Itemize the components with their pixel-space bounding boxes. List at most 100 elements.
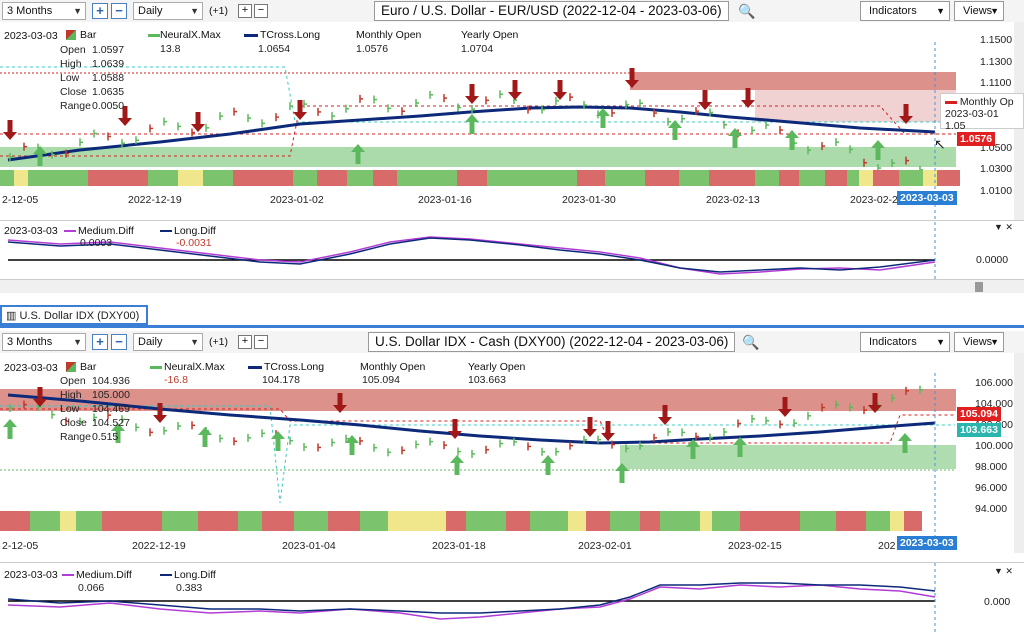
top-chart-title[interactable]: Euro / U.S. Dollar - EUR/USD (2022-12-04… [374, 1, 729, 21]
sell-arrow-icon [658, 417, 672, 425]
top-y-tick: 1.1500 [980, 34, 1013, 46]
status-strip-cell [360, 511, 388, 531]
top-add-button[interactable]: + [238, 4, 252, 18]
bottom-vertical-scrollbar[interactable] [1014, 353, 1024, 553]
status-strip-cell [178, 170, 203, 186]
top-legend-tcross: TCross.Long [260, 29, 321, 41]
chevron-down-icon: ▼ [990, 6, 999, 16]
status-strip-cell [317, 170, 347, 186]
top-y-tick: 1.0300 [980, 163, 1013, 175]
bottom-x-tick: 202 [878, 540, 896, 552]
bottom-y-tick: 98.000 [975, 461, 1008, 473]
sell-arrow-icon [868, 405, 882, 413]
buy-arrow-icon [111, 423, 125, 431]
status-strip-cell [586, 511, 610, 531]
status-strip-cell [836, 511, 866, 531]
bottom-tab-bar [0, 325, 1024, 328]
close-icon[interactable]: ▼ ✕ [994, 566, 1013, 576]
top-zoom-in-button[interactable]: + [92, 3, 108, 19]
top-views-button[interactable]: Views ▼ [954, 1, 1004, 21]
bottom-interval-select[interactable]: Daily ▼ [133, 333, 203, 351]
status-strip-cell [899, 170, 923, 186]
sell-arrow-icon [7, 120, 13, 132]
bottom-sub-long: Long.Diff [174, 569, 216, 581]
top-zoom-out-button[interactable]: − [111, 3, 127, 19]
top-interval-select[interactable]: Daily ▼ [133, 2, 203, 20]
sell-arrow-icon [37, 387, 43, 399]
bottom-chart-title[interactable]: U.S. Dollar IDX - Cash (DXY00) (2022-12-… [368, 332, 736, 352]
status-strip-cell [568, 511, 586, 531]
bottom-sub-long-value: 0.383 [176, 582, 203, 594]
bottom-zoom-out-button[interactable]: − [111, 334, 127, 350]
bottom-ohlc-row: Close 104.527 [60, 416, 130, 430]
status-strip-cell [645, 170, 679, 186]
sell-arrow-icon [337, 393, 343, 405]
buy-arrow-icon [871, 140, 885, 148]
bottom-x-tick: 2023-02-15 [728, 540, 782, 552]
top-h-scrollbar[interactable] [0, 279, 1024, 293]
bottom-diff-chart [7, 563, 936, 634]
top-legend-monthly: Monthly Open [356, 29, 422, 41]
bottom-price-chart[interactable] [0, 353, 960, 553]
search-icon[interactable]: 🔍 [738, 3, 756, 19]
sell-arrow-icon [903, 104, 909, 116]
buy-arrow-icon [115, 431, 121, 443]
bottom-legend-neural: NeuralX.Max [164, 361, 225, 373]
bottom-zoom-in-button[interactable]: + [92, 334, 108, 350]
status-strip-cell [14, 170, 28, 186]
bottom-y-tick: 100.000 [975, 440, 1013, 452]
sell-arrow-icon [587, 417, 593, 429]
status-strip-cell [238, 511, 262, 531]
status-strip-cell [530, 511, 568, 531]
status-strip-cell [28, 170, 88, 186]
status-strip-cell [679, 170, 709, 186]
status-strip-cell [937, 170, 960, 186]
status-strip-cell [293, 170, 317, 186]
status-strip-cell [76, 511, 102, 531]
medium-legend-icon [64, 230, 76, 232]
top-tcross-value: 1.0654 [258, 43, 291, 55]
top-period-select[interactable]: 3 Months ▼ [2, 2, 86, 20]
bottom-sub-divider [0, 562, 1024, 563]
bottom-indicators-button[interactable]: Indicators ▼ [860, 332, 950, 352]
status-strip-cell [640, 511, 660, 531]
status-strip-cell [397, 170, 457, 186]
top-remove-button[interactable]: − [254, 4, 268, 18]
close-icon[interactable]: ▼ ✕ [994, 222, 1013, 232]
bottom-sub-date: 2023-03-03 [4, 569, 58, 581]
sell-arrow-icon [33, 399, 47, 407]
bottom-tab[interactable]: ▥ U.S. Dollar IDX (DXY00) [0, 305, 148, 325]
bottom-sub-y-tick: 0.000 [984, 596, 1011, 608]
top-interval-label: Daily [138, 5, 163, 17]
bottom-tab-label: U.S. Dollar IDX (DXY00) [19, 310, 140, 322]
sell-arrow-icon [782, 397, 788, 409]
buy-arrow-icon [668, 120, 682, 128]
bottom-remove-button[interactable]: − [254, 335, 268, 349]
buy-arrow-icon [898, 433, 912, 441]
bottom-monthly-value: 105.094 [362, 374, 400, 386]
status-strip-cell [660, 511, 700, 531]
buy-arrow-icon [3, 419, 17, 427]
tcross-legend-icon [244, 34, 258, 37]
top-ohlc-row: High 1.0639 [60, 57, 124, 71]
status-strip-cell [373, 170, 397, 186]
scroll-thumb[interactable] [975, 282, 983, 292]
sell-arrow-icon [625, 80, 639, 88]
top-indicators-button[interactable]: Indicators ▼ [860, 1, 950, 21]
bottom-period-select[interactable]: 3 Months ▼ [2, 333, 86, 351]
buy-arrow-icon [789, 138, 795, 150]
buy-arrow-icon [351, 144, 365, 152]
ohlc-label: Low [60, 72, 80, 84]
sell-arrow-icon [452, 419, 458, 431]
bottom-add-button[interactable]: + [238, 335, 252, 349]
sell-arrow-icon [601, 433, 615, 441]
top-price-chart[interactable] [0, 22, 960, 220]
buy-arrow-icon [37, 154, 43, 166]
top-sub-long: Long.Diff [174, 225, 216, 237]
search-icon[interactable]: 🔍 [742, 334, 760, 350]
buy-arrow-icon [275, 439, 281, 451]
bottom-x-tick: 2023-01-18 [432, 540, 486, 552]
bottom-views-button[interactable]: Views ▼ [954, 332, 1004, 352]
ohlc-label: High [60, 389, 82, 401]
sell-arrow-icon [469, 84, 475, 96]
